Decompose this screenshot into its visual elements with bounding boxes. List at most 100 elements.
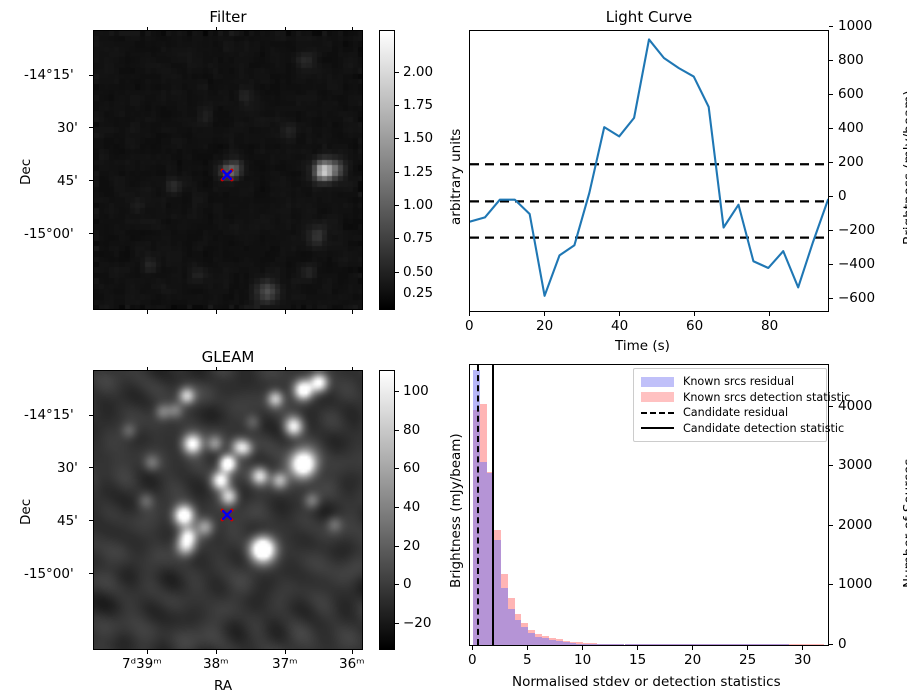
histogram-bar: [755, 644, 762, 645]
lc-ytick-mark: [829, 94, 833, 96]
light-curve-clip: [470, 31, 828, 311]
histogram-bar: [603, 644, 611, 645]
gleam-image-canvas: [94, 371, 362, 649]
gleam-cbar-tick: [395, 507, 399, 509]
hist-ytick-mark: [829, 525, 833, 527]
histogram-bar: [583, 643, 591, 645]
histogram-bar: [720, 644, 728, 645]
filter-cbar-tick: [395, 105, 399, 107]
lc-xtick-label: 20: [536, 318, 554, 334]
gleam-ytick-mark: [89, 573, 93, 575]
legend-label: Candidate residual: [683, 406, 789, 420]
legend-swatch-known-srcs-residual: [641, 376, 674, 387]
histogram-bar: [569, 643, 577, 645]
legend-line-candidate-detection-statistic: [641, 427, 674, 430]
hist-ytick-label: 2000: [838, 517, 873, 533]
legend-row: Candidate detection statistic: [641, 421, 844, 437]
filter-cbar-tick: [395, 272, 399, 274]
gleam-ytick-label: -15°00': [24, 566, 74, 582]
gleam-panel-title: GLEAM: [201, 348, 255, 366]
lc-ytick-mark: [829, 60, 833, 62]
histogram-bar: [514, 619, 522, 645]
hist-xtick-label: 15: [629, 652, 647, 668]
gleam-cbar-tick: [395, 584, 399, 586]
legend-label: Known srcs residual: [683, 375, 795, 389]
histogram-clip: [470, 365, 828, 645]
histogram-bar: [706, 644, 714, 645]
gleam-ytick-mark: [89, 520, 93, 522]
lc-xtick-label: 0: [465, 318, 474, 334]
histogram-bars-container: [470, 365, 828, 645]
gleam-xtick-label: 7ᵈ39ᵐ: [122, 656, 162, 672]
lc-xtick-mark: [769, 312, 771, 316]
hist-xtick-label: 0: [468, 652, 477, 668]
hist-xtick-label: 10: [574, 652, 592, 668]
histogram-bar: [493, 539, 501, 645]
histogram-legend: Known srcs residual Known srcs detection…: [633, 368, 850, 442]
legend-row: Candidate residual: [641, 405, 819, 421]
filter-xtick-mark: [352, 27, 354, 31]
histogram-bar: [535, 636, 543, 645]
filter-ytick-label: 30': [57, 120, 78, 136]
lc-ytick-label: −600: [838, 290, 876, 306]
hist-xtick-mark: [637, 646, 639, 650]
lc-xtick-label: 40: [611, 318, 629, 334]
filter-panel-title: Filter: [209, 8, 247, 26]
lc-ytick-label: −200: [838, 222, 876, 238]
gleam-image-frame: [93, 370, 363, 650]
histogram-bar: [810, 644, 817, 645]
histogram-bar: [741, 644, 749, 645]
lc-xtick-mark: [469, 312, 471, 316]
filter-colorbar-gradient: [380, 31, 394, 309]
filter-colorbar-title: arbitrary units: [448, 128, 464, 225]
filter-cbar-label: 2.00: [403, 64, 434, 80]
gleam-cbar-label: −20: [403, 615, 432, 631]
gleam-xtick-label: 38ᵐ: [203, 656, 229, 672]
filter-cbar-tick: [395, 205, 399, 207]
histogram-bar: [658, 644, 666, 645]
histogram-bar: [816, 644, 824, 645]
lc-ytick-label: −400: [838, 256, 876, 272]
histogram-bar: [796, 644, 804, 645]
light-curve-svg: [470, 38, 828, 297]
hist-ytick-label: 3000: [838, 457, 873, 473]
filter-xtick-mark: [216, 310, 218, 314]
filter-candidate-marker: [220, 168, 234, 182]
gleam-cbar-tick: [395, 546, 399, 548]
histogram-bar: [775, 644, 783, 645]
hist-ytick-mark: [829, 584, 833, 586]
filter-ytick-mark: [89, 75, 93, 77]
hist-xtick-mark: [692, 646, 694, 650]
filter-xtick-mark: [285, 310, 287, 314]
light-curve-title: Light Curve: [605, 8, 693, 26]
lc-ytick-mark: [829, 128, 833, 130]
gleam-xtick-label: 36ᵐ: [339, 656, 365, 672]
gleam-ytick-label: 45': [57, 513, 78, 529]
light-curve-plot-frame: [469, 30, 829, 312]
lc-ytick-label: 400: [838, 120, 864, 136]
legend-row: Known srcs detection statistic: [641, 390, 850, 406]
hist-xtick-label: 30: [794, 652, 812, 668]
hist-xlabel: Normalised stdev or detection statistics: [512, 674, 781, 690]
gleam-ytick-label: -14°15': [24, 407, 74, 423]
gleam-candidate-marker: [220, 508, 234, 522]
hist-xtick-label: 25: [739, 652, 757, 668]
histogram-bar: [555, 641, 563, 645]
histogram-bar: [500, 587, 508, 645]
filter-cbar-label: 1.00: [403, 197, 434, 213]
histogram-bar: [542, 638, 549, 645]
hist-ytick-label: 1000: [838, 576, 873, 592]
hist-xtick-mark: [802, 646, 804, 650]
filter-cbar-tick: [395, 138, 399, 140]
hist-ytick-mark: [829, 644, 833, 646]
filter-image-frame: [93, 30, 363, 310]
gleam-cbar-tick: [395, 391, 399, 393]
hist-xtick-mark: [527, 646, 529, 650]
filter-image-canvas: [94, 31, 362, 309]
histogram-candidate-residual-line: [477, 365, 480, 645]
legend-swatch-known-srcs-detection-statistic: [641, 392, 674, 403]
gleam-colorbar: [379, 370, 395, 650]
filter-cbar-label: 0.50: [403, 264, 434, 280]
hist-xtick-label: 5: [523, 652, 532, 668]
